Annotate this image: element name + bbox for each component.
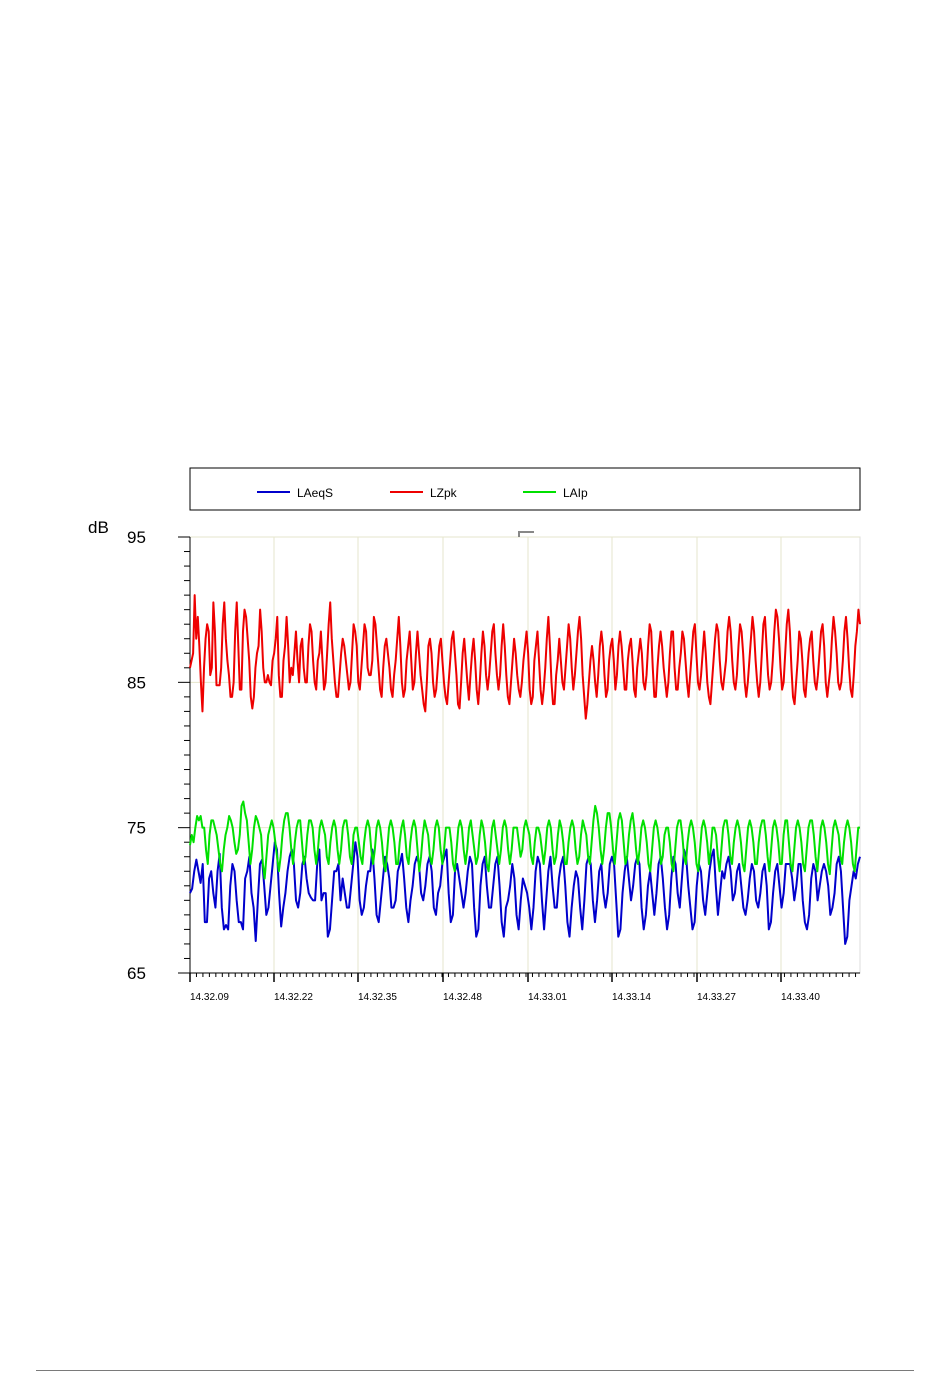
legend: LAeqS LZpk LAIp (189, 467, 861, 511)
footer-rule (36, 1370, 914, 1371)
x-tick-label: 14.33.27 (697, 992, 736, 1003)
series-line-laeqs (189, 841, 861, 945)
scroll-marker-icon (518, 531, 534, 537)
legend-box (189, 467, 861, 511)
series (189, 594, 861, 945)
x-tick-label: 14.32.09 (190, 992, 229, 1003)
axes: 95 85 75 65 14.32.09 14.32.22 14.32.35 14.32.48… (127, 528, 860, 1003)
x-tick-label: 14.32.48 (443, 992, 482, 1003)
plot-frame (189, 536, 861, 974)
legend-label-laeqs: LAeqS (297, 486, 333, 500)
x-tick-label: 14.32.35 (358, 992, 397, 1003)
y-tick-label: 95 (127, 528, 146, 547)
series-line-lzpk (189, 594, 861, 720)
y-tick-label: 85 (127, 673, 146, 692)
x-tick-label: 14.33.40 (781, 992, 820, 1003)
y-axis-label: dB (88, 518, 109, 537)
series-line-laip (189, 800, 860, 880)
legend-label-lzpk: LZpk (430, 486, 458, 500)
x-tick-label: 14.33.14 (612, 992, 651, 1003)
x-tick-label: 14.33.01 (528, 992, 567, 1003)
legend-label-laip: LAIp (563, 486, 588, 500)
y-tick-label: 75 (127, 819, 146, 838)
y-tick-label: 65 (127, 964, 146, 983)
x-tick-label: 14.32.22 (274, 992, 313, 1003)
